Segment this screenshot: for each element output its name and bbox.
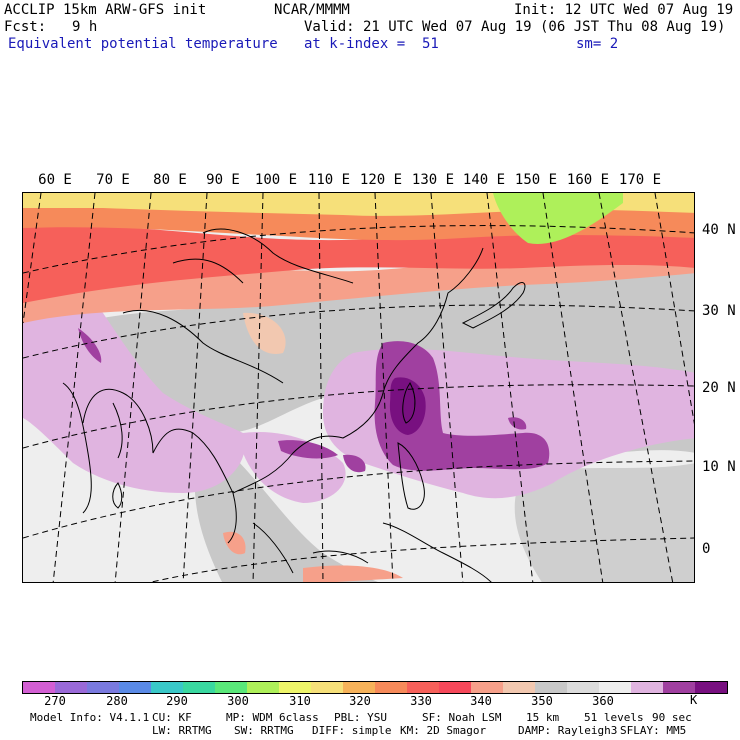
init-time: Init: 12 UTC Wed 07 Aug 19 xyxy=(514,2,734,18)
model-info-item: 90 sec xyxy=(652,711,692,724)
colorbar-swatch xyxy=(695,682,727,693)
colorbar-swatch xyxy=(439,682,471,693)
lat-label: 10 N xyxy=(702,459,736,475)
gray-region-east xyxy=(514,463,694,582)
lat-label: 40 N xyxy=(702,222,736,238)
colorbar-swatch xyxy=(535,682,567,693)
model-info-item: DAMP: Rayleigh3 xyxy=(518,724,618,737)
model-info-item: LW: RRTMG xyxy=(152,724,212,737)
colorbar-swatch xyxy=(503,682,535,693)
colorbar-swatch xyxy=(407,682,439,693)
colorbar xyxy=(22,681,728,694)
peach-patch-china xyxy=(243,312,286,354)
model-title: ACCLIP 15km ARW-GFS init xyxy=(4,2,207,18)
model-info-item: 51 levels xyxy=(584,711,644,724)
colorbar-unit: K xyxy=(690,693,698,707)
model-info-item: 15 km xyxy=(526,711,560,724)
model-info-item: MP: WDM 6class xyxy=(226,711,319,724)
model-info-item: DIFF: simple xyxy=(312,724,392,737)
level-index: at k-index = 51 xyxy=(304,36,439,52)
colorbar-label: 310 xyxy=(289,694,311,708)
colorbar-label: 340 xyxy=(470,694,492,708)
colorbar-swatch xyxy=(375,682,407,693)
model-info-item: SFLAY: MM5 xyxy=(620,724,687,737)
theta-e-map xyxy=(23,193,694,582)
lon-label: 110 E xyxy=(307,172,351,188)
graticule xyxy=(23,193,694,582)
dark-purple-typhoon xyxy=(374,341,550,471)
colorbar-swatch xyxy=(471,682,503,693)
map-panel xyxy=(22,192,695,583)
lat-label: 30 N xyxy=(702,303,736,319)
lon-label: 120 E xyxy=(359,172,403,188)
field-name: Equivalent potential temperature xyxy=(8,36,278,52)
lon-label: 170 E xyxy=(618,172,662,188)
colorbar-swatch xyxy=(343,682,375,693)
colorbar-label: 280 xyxy=(106,694,128,708)
colorbar-swatch xyxy=(247,682,279,693)
organization: NCAR/MMMM xyxy=(274,2,350,18)
colorbar-swatch xyxy=(183,682,215,693)
lon-label: 60 E xyxy=(38,172,72,188)
lon-label: 130 E xyxy=(411,172,455,188)
colorbar-label: 290 xyxy=(166,694,188,708)
coastlines xyxy=(62,228,526,582)
smoothing: sm= 2 xyxy=(576,36,619,52)
colorbar-swatch xyxy=(119,682,151,693)
lon-label: 70 E xyxy=(96,172,130,188)
model-info-item: Model Info: V4.1.1 xyxy=(30,711,150,724)
colorbar-swatch xyxy=(663,682,695,693)
peach-patch-malaysia xyxy=(223,531,246,555)
darkest-purple-core xyxy=(389,377,426,435)
peach-patch-south xyxy=(303,565,403,582)
dark-purple-spot xyxy=(508,417,527,430)
model-info-item: PBL: YSU xyxy=(334,711,387,724)
lon-label: 80 E xyxy=(153,172,187,188)
valid-time: Valid: 21 UTC Wed 07 Aug 19 (06 JST Thu … xyxy=(304,19,726,35)
dark-purple-scs xyxy=(343,454,366,473)
colorbar-label: 300 xyxy=(227,694,249,708)
colorbar-swatch xyxy=(215,682,247,693)
colorbar-label: 330 xyxy=(410,694,432,708)
model-info-item: SW: RRTMG xyxy=(234,724,294,737)
lon-label: 90 E xyxy=(206,172,240,188)
model-info-item: CU: KF xyxy=(152,711,192,724)
lat-label: 0 xyxy=(702,541,711,557)
colorbar-swatch xyxy=(311,682,343,693)
colorbar-swatch xyxy=(151,682,183,693)
lon-label: 140 E xyxy=(462,172,506,188)
model-info-item: SF: Noah LSM xyxy=(422,711,502,724)
model-info-item: KM: 2D Smagor xyxy=(400,724,487,737)
lon-label: 100 E xyxy=(254,172,298,188)
green-patch xyxy=(493,193,623,244)
dark-purple-bay xyxy=(278,440,338,459)
colorbar-label: 350 xyxy=(531,694,553,708)
forecast-hours: 9 h xyxy=(72,19,98,35)
colorbar-label: 360 xyxy=(592,694,614,708)
colorbar-swatch xyxy=(279,682,311,693)
colorbar-swatch xyxy=(87,682,119,693)
colorbar-swatch xyxy=(23,682,55,693)
lat-label: 20 N xyxy=(702,380,736,396)
colorbar-label: 320 xyxy=(349,694,371,708)
colorbar-swatch xyxy=(631,682,663,693)
colorbar-swatch xyxy=(567,682,599,693)
lon-label: 160 E xyxy=(566,172,610,188)
colorbar-label: 270 xyxy=(44,694,66,708)
colorbar-swatch xyxy=(55,682,87,693)
forecast-label: Fcst: xyxy=(4,19,47,35)
colorbar-swatch xyxy=(599,682,631,693)
dark-purple-india xyxy=(78,328,102,363)
lon-label: 150 E xyxy=(514,172,558,188)
